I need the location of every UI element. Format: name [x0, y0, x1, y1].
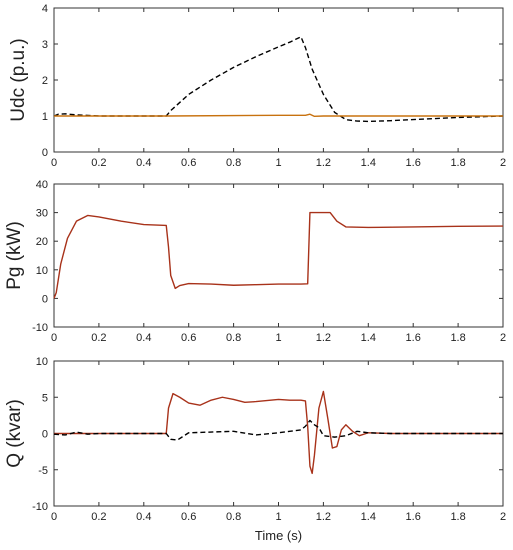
q-xlabel: Time (s) [255, 528, 302, 543]
pg-xtick-label: 1.6 [406, 332, 421, 344]
udc-axes-box [53, 7, 504, 153]
udc-xtick-label: 0 [51, 157, 57, 169]
udc-ytick-label: 4 [42, 3, 48, 15]
pg-ytick-label: 20 [36, 236, 48, 248]
pg-ylabel: Pg (kW) [4, 221, 25, 290]
udc-xtick-label: 0.4 [136, 157, 151, 169]
udc-xtick-label: 0.2 [91, 157, 106, 169]
pg-xtick-label: 0 [51, 332, 57, 344]
udc-ytick-label: 3 [42, 39, 48, 51]
pg-ytick-label: 40 [36, 179, 48, 191]
pg-ytick-label: 0 [42, 293, 48, 305]
pg-xtick-label: 1.2 [316, 332, 331, 344]
q-xtick-label: 0.6 [181, 511, 196, 523]
pg-axes-box [53, 183, 504, 328]
udc-xtick-label: 0.8 [226, 157, 241, 169]
pg-xtick-label: 0.6 [181, 332, 196, 344]
q-series-dashed-line [53, 419, 503, 441]
q-xtick-label: 0.2 [91, 511, 106, 523]
udc-xtick-label: 1.4 [361, 157, 376, 169]
q-xtick-label: 1.8 [450, 511, 465, 523]
q-xtick-label: 1.4 [361, 511, 376, 523]
q-panel: 0 0.2 0.4 0.6 0.8 1 1.2 1.4 1.6 1.8 2 -10 -5 0 5 10 Q (k… [4, 356, 506, 543]
udc-ytick-label: 1 [42, 111, 48, 123]
pg-series-solid-line [53, 211, 504, 299]
q-xtick-label: 1.6 [406, 511, 421, 523]
udc-xtick-label: 1.2 [316, 157, 331, 169]
pg-xtick-label: 1.4 [361, 332, 376, 344]
q-xtick-label: 0.4 [136, 511, 151, 523]
q-ytick-label: 0 [42, 429, 48, 441]
q-xtick-label: 1.2 [316, 511, 331, 523]
pg-xtick-label: 0.4 [136, 332, 151, 344]
udc-ylabel: Udc (p.u.) [8, 38, 29, 121]
q-xtick-label: 1 [275, 511, 281, 523]
pg-ytick-label: -10 [32, 322, 48, 334]
q-ytick-label: -5 [38, 465, 48, 477]
udc-series-dashed-line [53, 36, 504, 123]
pg-ytick-label: 10 [36, 265, 48, 277]
udc-panel: 0 0.2 0.4 0.6 0.8 1 1.2 1.4 1.6 1.8 2 0 1 2 3 4 Udc (p.u… [8, 3, 506, 169]
udc-series-solid-line [54, 113, 503, 118]
udc-ytick-label: 2 [42, 75, 48, 87]
q-ytick-label: -10 [32, 501, 48, 513]
udc-ytick-label: 0 [42, 147, 48, 159]
pg-xtick-label: 1.8 [450, 332, 465, 344]
q-xtick-label: 0 [51, 511, 57, 523]
pg-panel: 0 0.2 0.4 0.6 0.8 1 1.2 1.4 1.6 1.8 2-10010203040P… [4, 179, 506, 344]
q-xtick-label: 0.8 [226, 511, 241, 523]
pg-ytick-label: 30 [36, 208, 48, 220]
q-ytick-label: 10 [36, 356, 48, 368]
q-ylabel: Q (kvar) [4, 399, 25, 468]
udc-xtick-label: 0.6 [181, 157, 196, 169]
pg-xtick-label: 0.8 [226, 332, 241, 344]
pg-xtick-label: 1 [275, 332, 281, 344]
udc-xtick-label: 1 [275, 157, 281, 169]
q-series-solid-line [54, 390, 503, 475]
udc-xtick-label: 2 [500, 157, 506, 169]
pg-xtick-label: 0.2 [91, 332, 106, 344]
udc-xtick-label: 1.8 [450, 157, 465, 169]
pg-xtick-label: 2 [500, 332, 506, 344]
q-ytick-label: 5 [42, 392, 48, 404]
q-xtick-label: 2 [500, 511, 506, 523]
udc-xtick-label: 1.6 [406, 157, 421, 169]
